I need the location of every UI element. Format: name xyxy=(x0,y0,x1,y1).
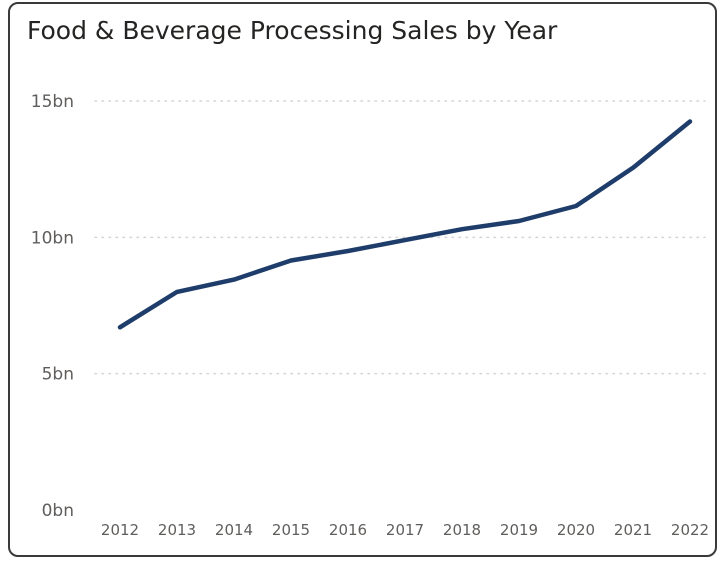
x-tick-label-2020: 2020 xyxy=(557,521,595,539)
y-tick-label-5: 5bn xyxy=(42,365,74,385)
chart-card: Food & Beverage Processing Sales by Year… xyxy=(8,2,717,557)
x-tick-label-2016: 2016 xyxy=(329,521,367,539)
x-tick-label-2017: 2017 xyxy=(386,521,424,539)
data-point-2013 xyxy=(175,289,180,294)
x-tick-label-2022: 2022 xyxy=(671,521,709,539)
chart-title: Food & Beverage Processing Sales by Year xyxy=(27,16,558,45)
data-point-2020 xyxy=(574,203,579,208)
y-gridlines xyxy=(94,100,706,375)
data-point-2021 xyxy=(631,165,636,170)
x-tick-label-2012: 2012 xyxy=(101,521,139,539)
y-tick-label-10: 10bn xyxy=(31,228,74,248)
data-point-2014 xyxy=(232,277,237,282)
data-point-2015 xyxy=(289,258,294,263)
data-point-2012 xyxy=(118,325,123,330)
x-axis-labels: 2012 2013 2014 2015 2016 2017 2018 2019 2020 2021… xyxy=(101,521,709,539)
x-tick-label-2018: 2018 xyxy=(443,521,481,539)
x-tick-label-2019: 2019 xyxy=(500,521,538,539)
data-point-2018 xyxy=(460,227,465,232)
x-tick-label-2015: 2015 xyxy=(272,521,310,539)
series-line-0 xyxy=(117,119,693,330)
y-axis-labels: 0bn 5bn 10bn 15bn xyxy=(31,92,74,521)
series-points-0 xyxy=(118,119,693,330)
data-point-2019 xyxy=(517,218,522,223)
x-tick-label-2013: 2013 xyxy=(158,521,196,539)
y-tick-label-15: 15bn xyxy=(31,92,74,112)
data-point-2016 xyxy=(346,248,351,253)
x-tick-label-2021: 2021 xyxy=(614,521,652,539)
x-tick-label-2014: 2014 xyxy=(215,521,253,539)
data-point-2022 xyxy=(688,119,693,124)
data-point-2017 xyxy=(403,238,408,243)
y-tick-label-0: 0bn xyxy=(42,501,74,521)
